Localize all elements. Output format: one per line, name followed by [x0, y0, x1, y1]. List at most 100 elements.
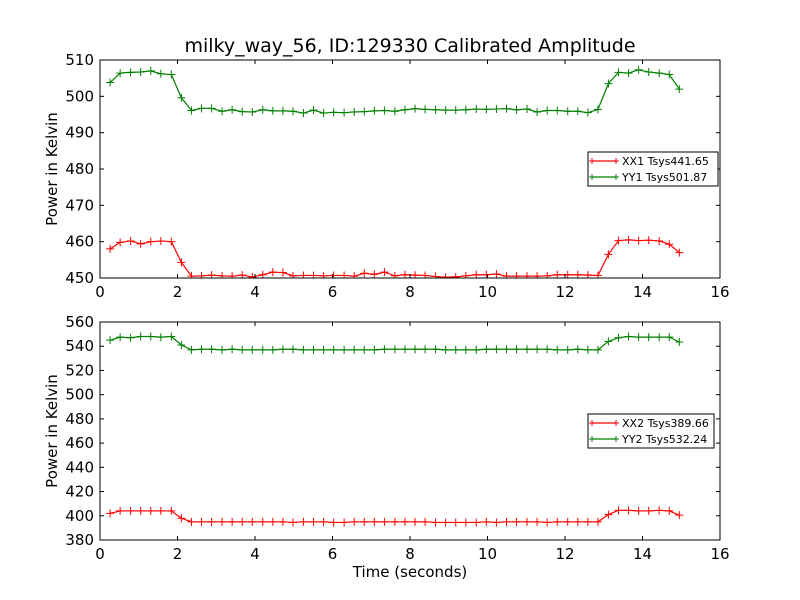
top-series-1-point	[228, 272, 237, 278]
bottom-series-2-point	[665, 333, 674, 342]
top-series-2-point	[248, 107, 257, 116]
bottom-series-1-point	[126, 506, 135, 515]
top-series-2-point	[604, 79, 613, 88]
top-series-2-point	[523, 105, 532, 114]
bottom-series-1-point	[238, 517, 247, 526]
top-series-2-point	[502, 104, 511, 113]
bottom-series-1-point	[461, 518, 470, 527]
top-series-1-point	[553, 270, 562, 278]
top-series-1-point	[523, 272, 532, 278]
bottom-x-tick-label: 14	[633, 545, 652, 563]
bottom-series-1-point	[604, 510, 613, 519]
top-series-2-point	[665, 70, 674, 79]
top-series-2-point	[400, 105, 409, 114]
top-series-1-point	[146, 237, 155, 246]
top-legend-label-2: YY1 Tsys501.87	[621, 171, 707, 184]
top-series-2-point	[553, 106, 562, 115]
top-series-2-point	[512, 105, 521, 114]
top-x-tick-label: 2	[173, 283, 183, 301]
top-series-1-point	[512, 272, 521, 278]
top-series-2-point	[492, 105, 501, 114]
top-series-2-point	[543, 106, 552, 115]
top-y-tick-label: 460	[65, 233, 94, 251]
bottom-series-2-point	[329, 345, 338, 354]
top-series-2-point	[675, 85, 684, 94]
bottom-series-2-point	[523, 345, 532, 354]
bottom-series-2-point	[228, 345, 237, 354]
top-series-2-point	[411, 104, 420, 113]
bottom-x-tick-label: 8	[405, 545, 415, 563]
top-series-1-point	[350, 272, 359, 278]
top-series-2-point	[288, 107, 297, 116]
bottom-series-1-point	[543, 518, 552, 527]
bottom-series-2-point	[258, 345, 267, 354]
bottom-series-1-point	[299, 517, 308, 526]
bottom-series-2-point	[126, 333, 135, 342]
top-series-2-point	[177, 93, 186, 102]
bottom-series-1-point	[441, 518, 450, 527]
top-series-1-point	[340, 271, 349, 278]
bottom-series-2-point	[299, 345, 308, 354]
top-legend-marker-2	[589, 174, 619, 180]
top-series-2-point	[340, 108, 349, 117]
bottom-series-1-point	[482, 517, 491, 526]
bottom-series-1-point	[655, 506, 664, 515]
top-series-2-point	[563, 107, 572, 116]
top-series-2-point	[106, 78, 115, 87]
top-x-tick-label: 8	[405, 283, 415, 301]
top-series-2-point	[278, 106, 287, 115]
top-series-1-point	[319, 271, 328, 278]
top-series-2-point	[228, 105, 237, 114]
bottom-series-1-point	[197, 517, 206, 526]
bottom-series-1-point	[248, 517, 257, 526]
bottom-series-1-point	[411, 517, 420, 526]
top-series-2-point	[156, 69, 165, 78]
top-series-1-point	[461, 271, 470, 278]
top-series-1-point	[258, 270, 267, 278]
bottom-series-1-point	[278, 517, 287, 526]
bottom-x-axis-label: Time (seconds)	[352, 563, 468, 581]
top-series-1-point	[218, 271, 227, 278]
bottom-series-1-point	[675, 511, 684, 520]
top-y-tick-label: 510	[65, 51, 94, 69]
bottom-series-2-point	[655, 333, 664, 342]
bottom-series-2-point	[441, 345, 450, 354]
bottom-series-2-point	[288, 345, 297, 354]
bottom-series-1-point	[350, 517, 359, 526]
top-series-2-point	[593, 105, 602, 114]
bottom-series-1-point	[187, 517, 196, 526]
top-series-1-point	[268, 268, 277, 277]
top-series-2-point	[360, 107, 369, 116]
top-series-2-point	[268, 106, 277, 115]
bottom-series-1-point	[624, 506, 633, 515]
bottom-series-1-point	[400, 517, 409, 526]
bottom-series-2-point	[207, 345, 216, 354]
top-series-1-point	[288, 271, 297, 278]
bottom-series-1-point	[370, 517, 379, 526]
bottom-series-group	[106, 332, 684, 527]
bottom-series-2-point	[614, 333, 623, 342]
top-y-tick-label: 490	[65, 124, 94, 142]
bottom-series-1-point	[502, 517, 511, 526]
bottom-series-2-point	[360, 345, 369, 354]
bottom-series-2-point	[370, 345, 379, 354]
top-series-1-point	[299, 271, 308, 278]
top-series-2-point	[431, 105, 440, 114]
bottom-series-2-point	[533, 345, 542, 354]
top-x-tick-label: 14	[633, 283, 652, 301]
bottom-x-tick-label: 16	[710, 545, 729, 563]
bottom-series-1-point	[156, 506, 165, 515]
top-series-2-point	[126, 68, 135, 77]
bottom-series-2-point	[472, 345, 481, 354]
bottom-y-tick-label: 560	[65, 313, 94, 331]
top-y-tick-label: 500	[65, 87, 94, 105]
top-series-1-point	[655, 236, 664, 245]
bottom-series-2-point	[421, 345, 430, 354]
top-series-1-point	[390, 271, 399, 278]
bottom-y-tick-label: 520	[65, 361, 94, 379]
bottom-y-axis-label: Power in Kelvin	[43, 374, 61, 488]
top-series-2-point	[421, 105, 430, 114]
bottom-series-1-point	[207, 517, 216, 526]
bottom-series-1-point	[329, 518, 338, 527]
